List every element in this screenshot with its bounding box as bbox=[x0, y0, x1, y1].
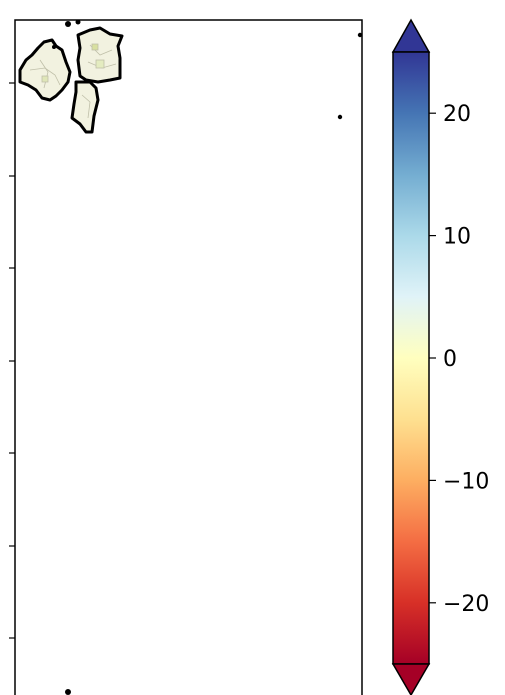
colorbar-tick-label: −10 bbox=[443, 469, 489, 494]
map-frame bbox=[14, 19, 363, 695]
colorbar-tick-label: 0 bbox=[443, 347, 457, 372]
colorbar-body bbox=[392, 51, 430, 665]
colorbar: 20 10 0 −10 −20 bbox=[391, 18, 489, 695]
map-axes bbox=[9, 19, 363, 695]
region-west bbox=[18, 38, 72, 102]
colorbar-ticks: 20 10 0 −10 −20 bbox=[429, 102, 489, 617]
map-dots bbox=[52, 19, 363, 695]
map-y-ticks bbox=[9, 82, 15, 639]
colorbar-tick-label: −20 bbox=[443, 592, 489, 617]
colorbar-lower-extend bbox=[391, 663, 431, 695]
colorbar-tick-label: 10 bbox=[443, 225, 471, 250]
colorbar-upper-extend bbox=[391, 18, 431, 53]
region-south bbox=[70, 80, 100, 134]
region-internal-borders bbox=[29, 43, 117, 119]
colorbar-tick-label: 20 bbox=[443, 102, 471, 127]
